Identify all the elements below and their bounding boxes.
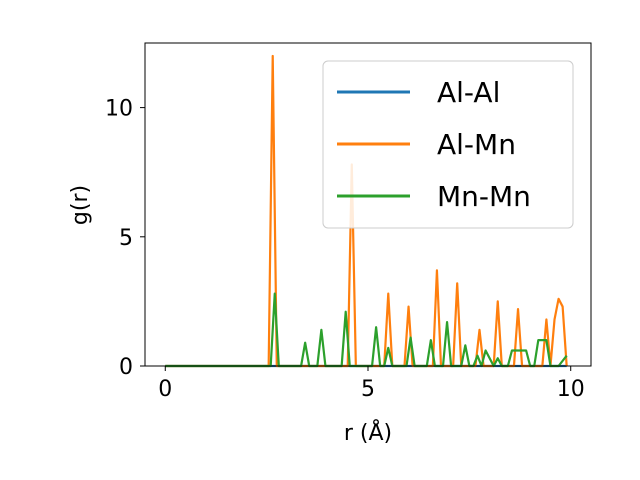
x-tick-label: 5 — [361, 377, 375, 402]
y-tick-label: 10 — [105, 97, 133, 122]
x-tick-label: 0 — [158, 377, 172, 402]
y-tick-label: 5 — [119, 226, 133, 251]
legend: Al-Al Al-Mn Mn-Mn — [322, 60, 574, 229]
y-tick-label: 0 — [119, 355, 133, 380]
legend-label-mn-mn: Mn-Mn — [437, 180, 531, 213]
legend-label-al-al: Al-Al — [437, 76, 500, 109]
series-line-al-mn — [165, 54, 568, 368]
legend-box — [322, 60, 574, 229]
x-axis-label: r (Å) — [344, 419, 392, 446]
x-tick-label: 10 — [557, 377, 585, 402]
x-axis: 0 5 10 — [158, 366, 585, 402]
y-axis-label: g(r) — [68, 185, 93, 225]
legend-label-al-mn: Al-Mn — [437, 128, 516, 161]
y-axis: 0 5 10 — [105, 97, 145, 380]
